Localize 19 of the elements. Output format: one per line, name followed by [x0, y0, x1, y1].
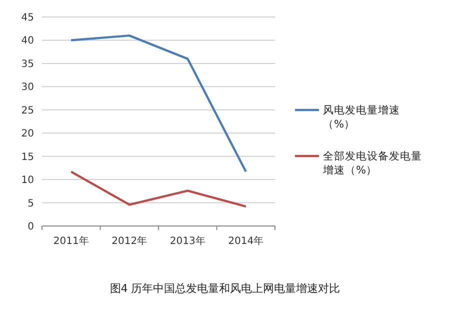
line-series: [70, 34, 247, 173]
y-tick-label: 40: [21, 36, 34, 47]
x-tick-label: 2014年: [228, 235, 264, 247]
y-tick-label: 10: [21, 175, 34, 186]
y-tick-label: 25: [21, 105, 34, 116]
x-tick-label: 2011年: [53, 235, 89, 247]
x-tick-label: 2012年: [112, 235, 148, 247]
y-tick-label: 15: [21, 152, 34, 163]
y-tick-label: 45: [21, 12, 34, 24]
y-tick-label: 0: [28, 222, 34, 232]
y-tick-label: 30: [21, 82, 34, 94]
y-tick-label: 5: [28, 198, 34, 210]
legend-label: 风电发电量增速（%）: [323, 104, 400, 131]
legend-label: 全部发电设备发电量增速（%）: [322, 150, 422, 177]
y-tick-label: 20: [21, 128, 34, 140]
line-series: [70, 170, 247, 208]
caption: 图4 历年中国总发电量和风电上网电量增速对比: [110, 282, 340, 295]
y-tick-label: 35: [21, 58, 34, 70]
x-tick-label: 2013年: [170, 235, 206, 247]
